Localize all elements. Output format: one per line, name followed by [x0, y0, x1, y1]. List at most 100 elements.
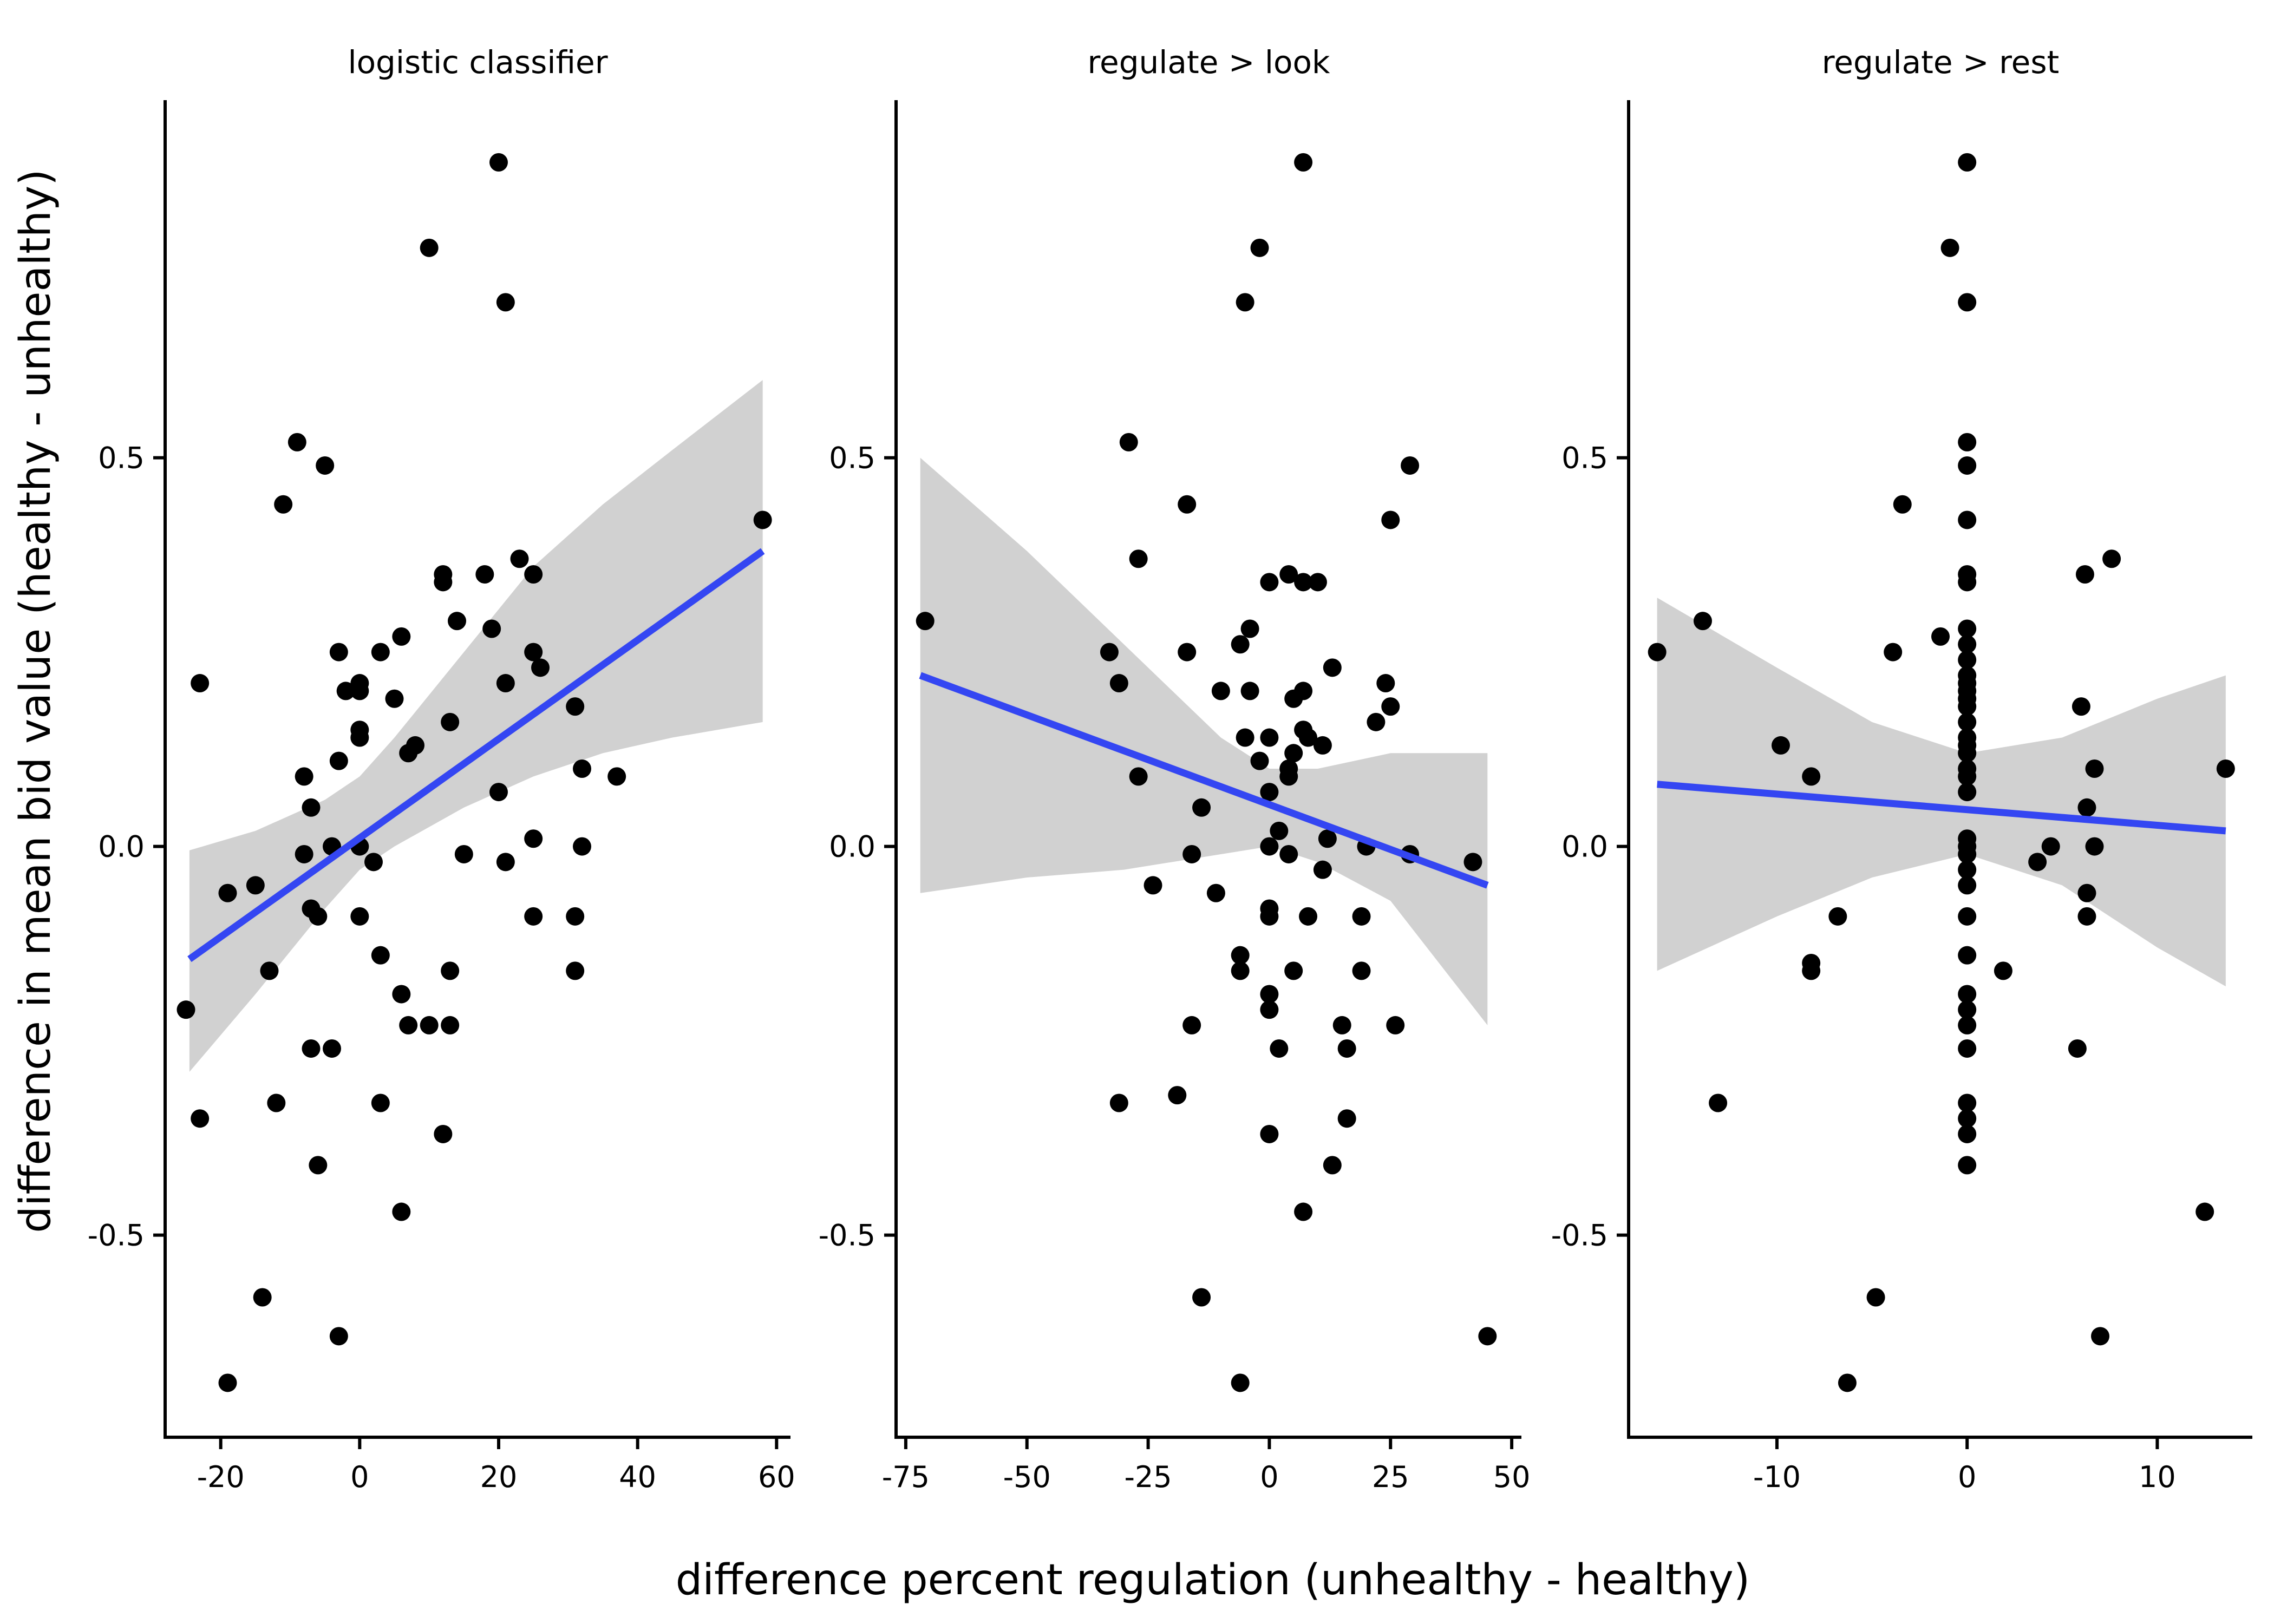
data-point — [1260, 899, 1279, 918]
panel-title: regulate > rest — [1822, 44, 2060, 81]
data-point — [1168, 1086, 1187, 1105]
data-point — [2216, 759, 2235, 778]
data-point — [392, 985, 411, 1004]
data-point — [1260, 783, 1279, 802]
data-point — [496, 853, 515, 872]
data-point — [489, 153, 508, 172]
y-tick-label: 0.5 — [98, 441, 145, 475]
data-point — [1250, 238, 1269, 257]
data-point — [441, 712, 460, 731]
data-point — [753, 510, 772, 529]
data-point — [1828, 907, 1847, 926]
data-point — [267, 1093, 286, 1112]
data-point — [607, 767, 626, 786]
data-point — [1648, 643, 1667, 662]
data-point — [1294, 573, 1313, 592]
data-point — [350, 682, 369, 700]
x-tick-label: 40 — [619, 1460, 656, 1494]
data-point — [1231, 1373, 1250, 1392]
data-point — [329, 751, 348, 770]
data-point — [1958, 510, 1977, 529]
data-point — [1206, 883, 1225, 902]
data-point — [1958, 783, 1977, 802]
data-point — [1270, 821, 1289, 840]
data-point — [496, 674, 515, 693]
data-point — [441, 1016, 460, 1034]
data-point — [371, 1093, 390, 1112]
y-tick-label: 0.0 — [98, 830, 145, 864]
data-point — [1109, 1093, 1128, 1112]
data-point — [1958, 635, 1977, 654]
panel-title: logistic classifier — [348, 44, 607, 81]
data-point — [454, 844, 473, 863]
x-tick-label: -10 — [1753, 1460, 1801, 1494]
confidence-band — [920, 457, 1488, 1025]
regression-line — [919, 672, 1489, 889]
data-point — [524, 829, 543, 848]
confidence-band — [189, 379, 763, 1072]
x-tick-label: 0 — [350, 1460, 369, 1494]
data-point — [392, 627, 411, 646]
data-point — [475, 565, 494, 584]
data-point — [1192, 798, 1211, 817]
data-point — [1367, 712, 1386, 731]
data-point — [260, 961, 279, 980]
data-point — [916, 612, 935, 631]
data-point — [448, 612, 466, 631]
data-point — [1478, 1327, 1497, 1346]
data-point — [1931, 627, 1950, 646]
data-point — [531, 658, 550, 677]
x-axis-title: difference percent regulation (unhealthy… — [676, 1556, 1750, 1605]
data-point — [420, 238, 439, 257]
panel-title: regulate > look — [1087, 44, 1330, 81]
data-point — [1401, 456, 1420, 475]
data-point — [1352, 961, 1371, 980]
data-point — [1958, 1109, 1977, 1128]
data-point — [295, 767, 313, 786]
data-point — [1958, 153, 1977, 172]
data-point — [1884, 643, 1903, 662]
data-point — [1129, 767, 1148, 786]
data-point — [2077, 883, 2096, 902]
data-point — [336, 682, 355, 700]
data-point — [302, 798, 321, 817]
data-point — [1958, 650, 1977, 669]
data-point — [1109, 674, 1128, 693]
data-point — [1866, 1288, 1885, 1307]
y-tick-label: -0.5 — [1551, 1219, 1608, 1253]
data-point — [1802, 954, 1821, 973]
data-point — [1260, 1000, 1279, 1019]
data-point — [1192, 1288, 1211, 1307]
data-point — [399, 744, 418, 763]
data-point — [1709, 1093, 1728, 1112]
data-point — [246, 876, 265, 895]
data-point — [566, 961, 585, 980]
data-point — [1182, 844, 1201, 863]
y-axis-title: difference in mean bid value (healthy - … — [11, 169, 60, 1233]
data-point — [1178, 643, 1197, 662]
regression-line — [1657, 781, 2226, 835]
data-point — [1958, 767, 1977, 786]
data-point — [1294, 1202, 1313, 1221]
data-point — [218, 1373, 237, 1392]
x-tick-label: 0 — [1260, 1460, 1278, 1494]
data-point — [295, 844, 313, 863]
regression-line — [187, 548, 765, 962]
data-point — [364, 853, 383, 872]
data-point — [1693, 612, 1712, 631]
data-point — [2028, 853, 2047, 872]
data-point — [1260, 837, 1279, 856]
data-point — [1958, 697, 1977, 716]
data-point — [1802, 767, 1821, 786]
data-point — [2077, 798, 2096, 817]
data-point — [1279, 844, 1298, 863]
data-point — [274, 495, 293, 514]
data-point — [350, 907, 369, 926]
x-tick-label: 60 — [758, 1460, 795, 1494]
data-point — [371, 946, 390, 965]
data-point — [302, 1039, 321, 1058]
data-point — [1958, 860, 1977, 879]
data-point — [1352, 907, 1371, 926]
data-point — [329, 1327, 348, 1346]
